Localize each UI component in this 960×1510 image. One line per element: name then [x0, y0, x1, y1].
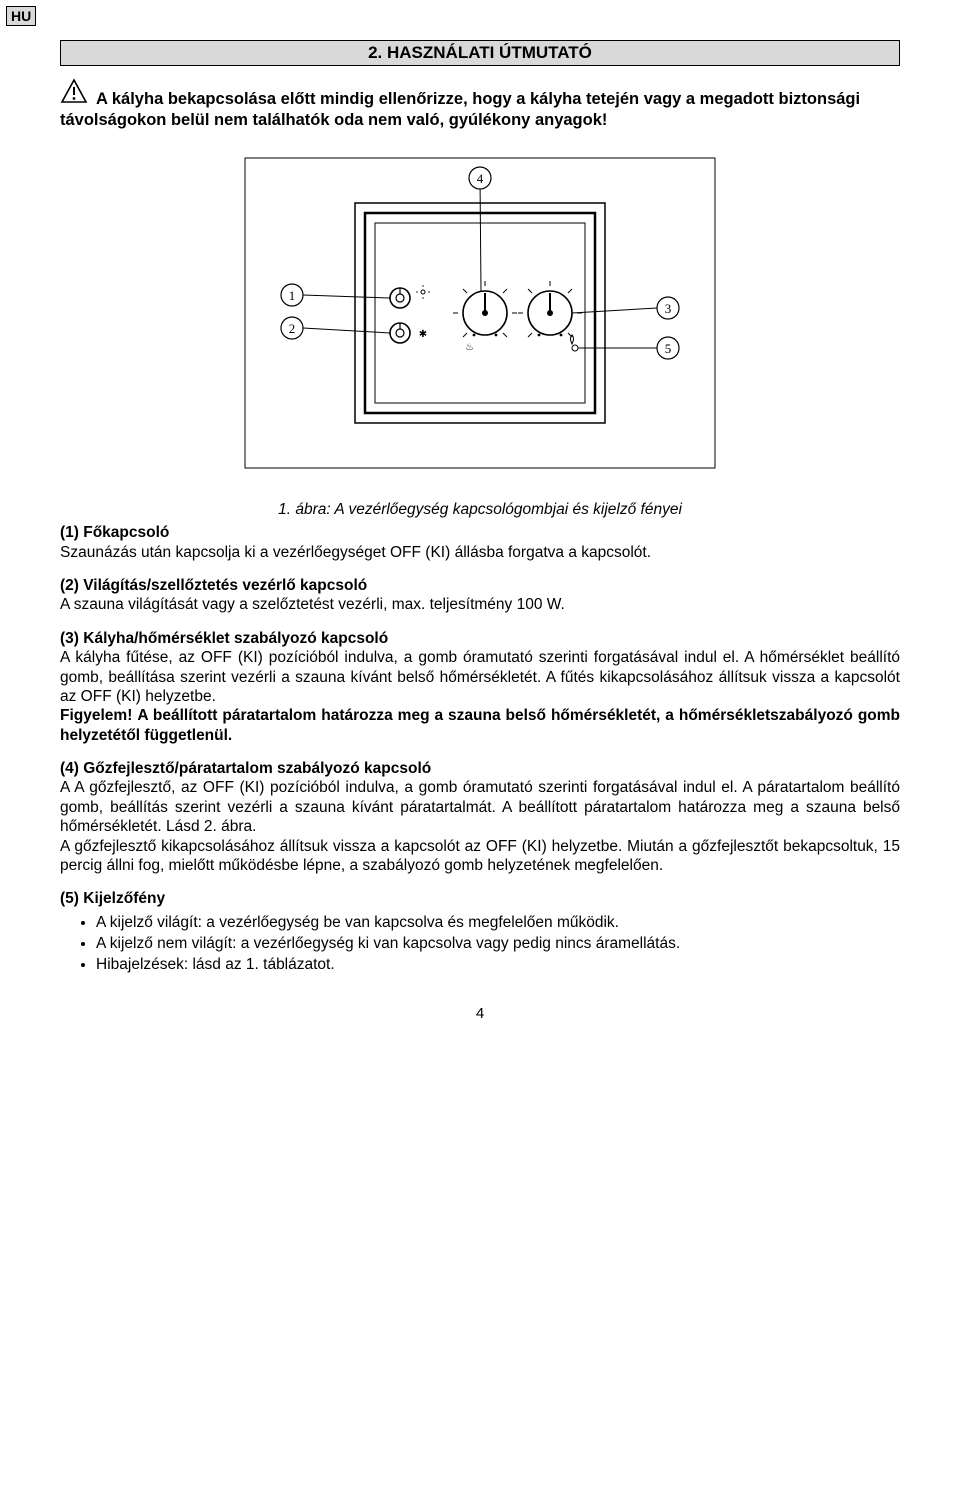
item-2-text: A szauna világítását vagy a szelőztetést…: [60, 596, 565, 613]
item-4-title: (4) Gőzfejlesztő/páratartalom szabályozó…: [60, 760, 431, 777]
item-2-title: (2) Világítás/szellőztetés vezérlő kapcs…: [60, 577, 367, 594]
figure-1-diagram: ✱ ♨: [60, 148, 900, 483]
page-container: HU 2. HASZNÁLATI ÚTMUTATÓ A kályha bekap…: [0, 0, 960, 1062]
item-3-attention-text: A beállított páratartalom határozza meg …: [60, 707, 900, 743]
page-number: 4: [60, 1005, 900, 1022]
svg-text:✱: ✱: [419, 329, 427, 340]
svg-text:4: 4: [477, 171, 484, 186]
item-5-title-line: (5) Kijelzőfény: [60, 889, 900, 908]
intro-warning-paragraph: A kályha bekapcsolása előtt mindig ellen…: [60, 78, 900, 130]
svg-text:1: 1: [289, 288, 296, 303]
item-3-title: (3) Kályha/hőmérséklet szabályozó kapcso…: [60, 630, 388, 647]
item-3-paragraph: (3) Kályha/hőmérséklet szabályozó kapcso…: [60, 629, 900, 745]
item-5-bullet-list: A kijelző világít: a vezérlőegység be va…: [60, 913, 900, 975]
list-item: A kijelző világít: a vezérlőegység be va…: [96, 913, 900, 932]
item-2-paragraph: (2) Világítás/szellőztetés vezérlő kapcs…: [60, 576, 900, 615]
item-3-attention-label: Figyelem!: [60, 707, 132, 724]
svg-text:3: 3: [665, 301, 672, 316]
svg-text:2: 2: [289, 321, 296, 336]
intro-warning-text: A kályha bekapcsolása előtt mindig ellen…: [60, 90, 860, 129]
svg-text:5: 5: [665, 341, 672, 356]
item-4-paragraph: (4) Gőzfejlesztő/páratartalom szabályozó…: [60, 759, 900, 875]
list-item: A kijelző nem világít: a vezérlőegység k…: [96, 934, 900, 953]
item-3-text-1: A kályha fűtése, az OFF (KI) pozícióból …: [60, 649, 900, 705]
figure-1-caption: 1. ábra: A vezérlőegység kapcsológombjai…: [60, 501, 900, 519]
item-5-title: (5) Kijelzőfény: [60, 890, 165, 907]
language-badge: HU: [6, 6, 36, 26]
list-item: Hibajelzések: lásd az 1. táblázatot.: [96, 955, 900, 974]
section-heading: 2. HASZNÁLATI ÚTMUTATÓ: [60, 40, 900, 66]
svg-text:♨: ♨: [465, 342, 474, 353]
item-1-title: (1) Főkapcsoló: [60, 524, 169, 541]
item-1-text: Szaunázás után kapcsolja ki a vezérlőegy…: [60, 544, 651, 561]
item-4-text-2: A gőzfejlesztő kikapcsolásához állítsuk …: [60, 838, 900, 874]
item-1-paragraph: (1) Főkapcsoló Szaunázás után kapcsolja …: [60, 523, 900, 562]
warning-triangle-icon: [60, 78, 88, 110]
item-4-text-1: A A gőzfejlesztő, az OFF (KI) pozícióból…: [60, 779, 900, 835]
